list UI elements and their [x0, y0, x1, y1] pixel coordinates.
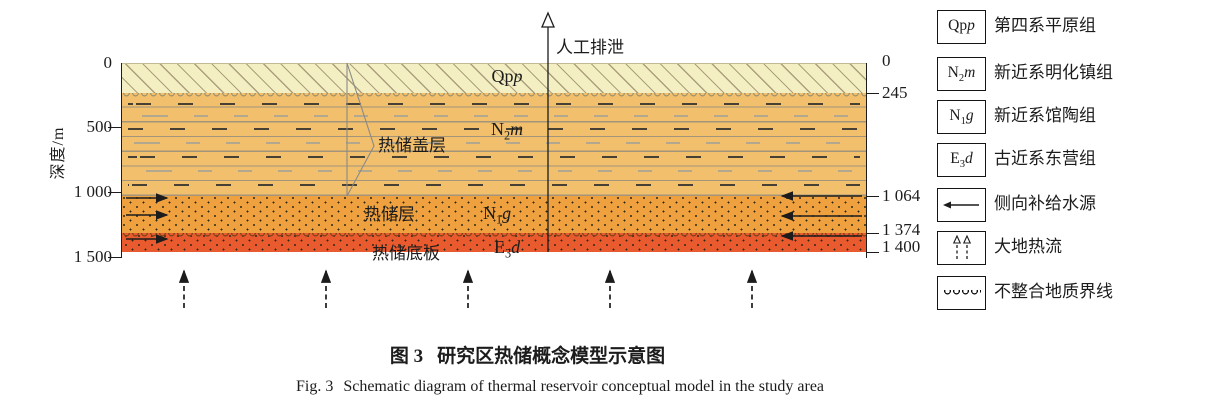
n2m-dash-row	[128, 170, 860, 172]
left-axis-line	[121, 63, 122, 258]
right-tick-label: 245	[882, 83, 908, 102]
right-tick-mark	[866, 252, 879, 253]
caption-zh-number: 图 3	[389, 346, 424, 367]
left-tick-label: 500	[86, 117, 113, 136]
legend-symbol-heat-flow	[937, 231, 986, 265]
legend-symbol-n2m: N2m	[937, 57, 986, 91]
left-tick-label: 1 500	[73, 247, 112, 266]
legend-symbol-unconformity	[937, 276, 986, 310]
left-tick-mark	[108, 127, 121, 128]
caption-en-text: Schematic diagram of thermal reservoir c…	[343, 378, 825, 395]
legend-label: 第四系平原组	[994, 16, 1096, 35]
legend-label: 不整合地质界线	[994, 282, 1113, 301]
layer-qpp-quaternary	[122, 63, 866, 94]
legend-label: 侧向补给水源	[994, 194, 1096, 213]
left-tick-label: 0	[103, 53, 113, 72]
formation-code-qpp: Qpp	[491, 66, 523, 86]
right-tick-label: 0	[882, 51, 891, 70]
n2m-dash-row	[128, 128, 860, 130]
basement-label: 热储底板	[372, 244, 440, 263]
discharge-label: 人工排泄	[556, 38, 624, 57]
formation-code-n2m: N2m	[490, 119, 524, 143]
right-tick-label: 1 400	[882, 237, 921, 256]
left-tick-mark	[108, 192, 121, 193]
legend-label: 新近系馆陶组	[994, 106, 1096, 125]
right-tick-label: 1 064	[882, 186, 921, 205]
n2m-dash-row	[128, 156, 860, 158]
formation-code-e3d: E3d	[493, 237, 521, 261]
wavy-line-icon	[942, 290, 981, 296]
legend-label: 新近系明化镇组	[994, 63, 1113, 82]
layer-n1g-reservoir	[122, 196, 866, 233]
legend-symbol-qpp: Qpp	[937, 10, 986, 44]
caption-zh-text: 研究区热储概念模型示意图	[437, 346, 666, 367]
formation-code-n1g: N1g	[482, 203, 512, 227]
legend-label: 古近系东营组	[994, 149, 1096, 168]
n2m-dash-row	[128, 103, 860, 105]
legend-symbol-lateral-arrow	[937, 188, 986, 222]
right-axis-line	[866, 63, 867, 258]
right-tick-label: 1 374	[882, 220, 921, 239]
n2m-dash-row	[128, 184, 860, 186]
heat-flow-icon	[952, 235, 971, 259]
left-tick-mark	[108, 257, 121, 258]
caption-english: Fig. 3 Schematic diagram of thermal reser…	[0, 378, 1120, 396]
caption-chinese: 图 3 研究区热储概念模型示意图	[0, 341, 1055, 368]
right-tick-mark	[866, 196, 879, 197]
reservoir-label: 热储层	[364, 205, 415, 224]
right-tick-mark	[866, 233, 879, 234]
caprock-label: 热储盖层	[378, 136, 446, 155]
discharge-up-arrow-icon	[541, 11, 555, 28]
left-tick-label: 1 000	[73, 182, 112, 201]
wavy-boundary-quaternary-icon	[122, 93, 866, 98]
caption-en-number: Fig. 3	[295, 378, 334, 395]
legend-symbol-n1g: N1g	[937, 100, 986, 134]
layer-n2m-caprock	[122, 93, 866, 196]
legend-label: 大地热流	[994, 237, 1062, 256]
legend-symbol-e3d: E3d	[937, 143, 986, 177]
right-tick-mark	[866, 93, 879, 94]
n2m-dash-row	[128, 115, 860, 117]
n2m-dash-row	[128, 142, 860, 144]
wavy-boundary-unconformity-icon	[122, 233, 866, 238]
left-arrow-icon	[942, 201, 979, 209]
